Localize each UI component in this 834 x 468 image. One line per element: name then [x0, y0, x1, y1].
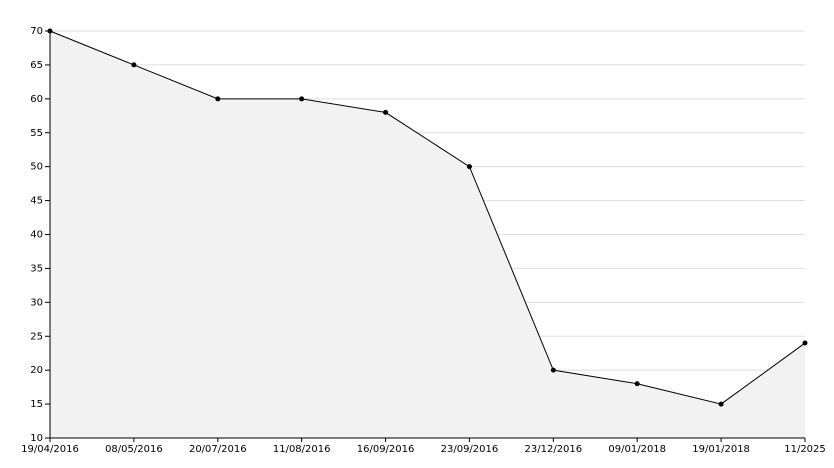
area: [50, 31, 805, 438]
x-tick-label: 23/12/2016: [525, 444, 583, 455]
point: [299, 96, 305, 102]
point: [383, 109, 389, 115]
point: [466, 164, 472, 170]
line: [49, 30, 806, 405]
y-tick-label: 60: [30, 94, 43, 105]
x-tick-label: 11/2025: [784, 444, 826, 455]
x-tick-label: 19/04/2016: [21, 444, 79, 455]
y-tick-label: 45: [30, 196, 43, 207]
y-tick-label: 55: [30, 128, 43, 139]
point: [215, 96, 221, 102]
x-tick-label: 19/01/2018: [692, 444, 750, 455]
y-tick-label: 30: [30, 297, 43, 308]
point: [550, 367, 556, 373]
x-tick-label: 20/07/2016: [189, 444, 247, 455]
y-tick-label: 50: [30, 162, 43, 173]
x-tick-label: 16/09/2016: [357, 444, 415, 455]
x-tick-label: 23/09/2016: [441, 444, 499, 455]
y-tick-label: 15: [30, 399, 43, 410]
y-tick-label: 25: [30, 331, 43, 342]
y-tick-label: 40: [30, 230, 43, 241]
y-tick-label: 65: [30, 60, 43, 71]
y-tick-label: 10: [30, 433, 43, 444]
y-tick-label: 70: [30, 26, 43, 37]
point: [131, 62, 137, 68]
point: [718, 401, 724, 407]
point: [634, 381, 640, 387]
x-tick-label: 08/05/2016: [105, 444, 163, 455]
x-tick-label: 11/08/2016: [273, 444, 331, 455]
point: [802, 340, 808, 346]
x-tick-label: 09/01/2018: [608, 444, 666, 455]
y-tick-label: 35: [30, 263, 43, 274]
y-tick-label: 20: [30, 365, 43, 376]
